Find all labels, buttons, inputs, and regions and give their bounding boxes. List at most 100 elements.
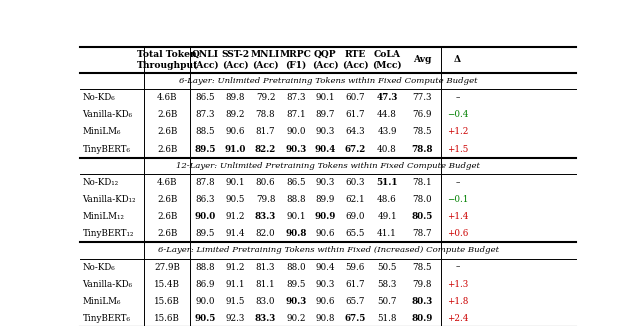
- Text: 2.6B: 2.6B: [157, 127, 177, 137]
- Text: 90.9: 90.9: [315, 212, 336, 221]
- Text: 50.7: 50.7: [377, 297, 397, 306]
- Text: 50.5: 50.5: [378, 262, 397, 272]
- Text: 89.5: 89.5: [195, 144, 216, 154]
- Text: 90.1: 90.1: [225, 178, 244, 187]
- Text: 59.6: 59.6: [346, 262, 365, 272]
- Text: CoLA
(Mcc): CoLA (Mcc): [372, 50, 402, 69]
- Text: 80.6: 80.6: [256, 178, 275, 187]
- Text: 89.2: 89.2: [225, 111, 244, 119]
- Text: No-KD₆: No-KD₆: [83, 93, 115, 102]
- Text: 78.5: 78.5: [413, 262, 432, 272]
- Text: 90.0: 90.0: [195, 212, 216, 221]
- Text: 90.5: 90.5: [225, 195, 244, 204]
- Text: +2.4: +2.4: [447, 314, 468, 323]
- Text: 83.3: 83.3: [255, 212, 276, 221]
- Text: 91.4: 91.4: [225, 229, 245, 238]
- Text: 90.5: 90.5: [195, 314, 216, 323]
- Text: 69.0: 69.0: [346, 212, 365, 221]
- Text: MiniLM₁₂: MiniLM₁₂: [83, 212, 124, 221]
- Text: 15.6B: 15.6B: [154, 314, 180, 323]
- Text: 6-Layer: Limited Pretraining Tokens within Fixed (Increased) Compute Budget: 6-Layer: Limited Pretraining Tokens with…: [157, 246, 499, 254]
- Text: +1.3: +1.3: [447, 280, 468, 289]
- Text: 40.8: 40.8: [377, 144, 397, 154]
- Text: 87.3: 87.3: [286, 93, 305, 102]
- Text: 91.2: 91.2: [225, 262, 244, 272]
- Text: 89.5: 89.5: [195, 229, 214, 238]
- Text: 78.0: 78.0: [413, 195, 432, 204]
- Text: 2.6B: 2.6B: [157, 111, 177, 119]
- Text: 87.8: 87.8: [195, 178, 215, 187]
- Text: 44.8: 44.8: [377, 111, 397, 119]
- Text: 2.6B: 2.6B: [157, 212, 177, 221]
- Text: 88.5: 88.5: [195, 127, 215, 137]
- Text: 4.6B: 4.6B: [157, 178, 177, 187]
- Text: +1.2: +1.2: [447, 127, 468, 137]
- Text: Avg: Avg: [413, 55, 431, 64]
- Text: 90.2: 90.2: [286, 314, 305, 323]
- Text: 91.2: 91.2: [225, 212, 244, 221]
- Text: Vanilla-KD₁₂: Vanilla-KD₁₂: [83, 195, 136, 204]
- Text: −0.1: −0.1: [447, 195, 468, 204]
- Text: 61.7: 61.7: [345, 111, 365, 119]
- Text: 80.9: 80.9: [412, 314, 433, 323]
- Text: 67.2: 67.2: [344, 144, 365, 154]
- Text: MRPC
(F1): MRPC (F1): [280, 50, 312, 69]
- Text: 65.7: 65.7: [346, 297, 365, 306]
- Text: 49.1: 49.1: [377, 212, 397, 221]
- Text: SST-2
(Acc): SST-2 (Acc): [221, 50, 249, 69]
- Text: 88.0: 88.0: [286, 262, 305, 272]
- Text: 86.5: 86.5: [195, 93, 215, 102]
- Text: +1.4: +1.4: [447, 212, 468, 221]
- Text: –: –: [456, 262, 460, 272]
- Text: 90.8: 90.8: [285, 229, 307, 238]
- Text: 41.1: 41.1: [377, 229, 397, 238]
- Text: 79.8: 79.8: [256, 195, 275, 204]
- Text: 78.7: 78.7: [413, 229, 432, 238]
- Text: 60.3: 60.3: [346, 178, 365, 187]
- Text: 86.9: 86.9: [195, 280, 215, 289]
- Text: 80.3: 80.3: [412, 297, 433, 306]
- Text: 88.8: 88.8: [286, 195, 305, 204]
- Text: No-KD₁₂: No-KD₁₂: [83, 178, 118, 187]
- Text: 4.6B: 4.6B: [157, 93, 177, 102]
- Text: MiniLM₆: MiniLM₆: [83, 297, 121, 306]
- Text: No-KD₆: No-KD₆: [83, 262, 115, 272]
- Text: TinyBERT₆: TinyBERT₆: [83, 144, 131, 154]
- Text: 88.8: 88.8: [195, 262, 215, 272]
- Text: RTE
(Acc): RTE (Acc): [342, 50, 369, 69]
- Text: Total Token
Throughput: Total Token Throughput: [136, 50, 198, 69]
- Text: 58.3: 58.3: [378, 280, 397, 289]
- Text: 47.3: 47.3: [376, 93, 397, 102]
- Text: 27.9B: 27.9B: [154, 262, 180, 272]
- Text: +1.8: +1.8: [447, 297, 468, 306]
- Text: 90.4: 90.4: [316, 262, 335, 272]
- Text: 90.8: 90.8: [316, 314, 335, 323]
- Text: 62.1: 62.1: [345, 195, 365, 204]
- Text: 90.0: 90.0: [195, 297, 215, 306]
- Text: 83.0: 83.0: [256, 297, 275, 306]
- Text: 90.3: 90.3: [316, 178, 335, 187]
- Text: 2.6B: 2.6B: [157, 229, 177, 238]
- Text: 79.2: 79.2: [256, 93, 275, 102]
- Text: 60.7: 60.7: [345, 93, 365, 102]
- Text: 81.3: 81.3: [256, 262, 275, 272]
- Text: 91.0: 91.0: [224, 144, 246, 154]
- Text: 82.0: 82.0: [256, 229, 275, 238]
- Text: 91.1: 91.1: [225, 280, 244, 289]
- Text: –: –: [456, 178, 460, 187]
- Text: 82.2: 82.2: [255, 144, 276, 154]
- Text: 86.3: 86.3: [195, 195, 215, 204]
- Text: 87.3: 87.3: [195, 111, 215, 119]
- Text: 90.1: 90.1: [316, 93, 335, 102]
- Text: 90.6: 90.6: [316, 297, 335, 306]
- Text: 92.3: 92.3: [225, 314, 244, 323]
- Text: 48.6: 48.6: [377, 195, 397, 204]
- Text: 15.4B: 15.4B: [154, 280, 180, 289]
- Text: 2.6B: 2.6B: [157, 144, 177, 154]
- Text: 90.3: 90.3: [316, 280, 335, 289]
- Text: 79.8: 79.8: [413, 280, 432, 289]
- Text: Δ: Δ: [454, 55, 461, 64]
- Text: QQP
(Acc): QQP (Acc): [312, 50, 339, 69]
- Text: 51.8: 51.8: [377, 314, 397, 323]
- Text: 89.7: 89.7: [316, 111, 335, 119]
